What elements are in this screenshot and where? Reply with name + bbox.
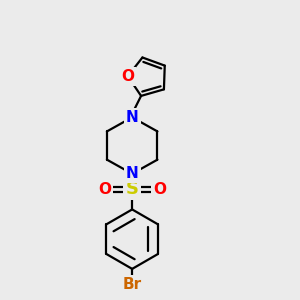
Text: Br: Br xyxy=(123,277,142,292)
Text: N: N xyxy=(126,110,139,125)
Text: O: O xyxy=(121,69,134,84)
Text: N: N xyxy=(126,166,139,181)
Text: O: O xyxy=(98,182,111,197)
Text: O: O xyxy=(153,182,166,197)
Text: S: S xyxy=(126,180,139,198)
